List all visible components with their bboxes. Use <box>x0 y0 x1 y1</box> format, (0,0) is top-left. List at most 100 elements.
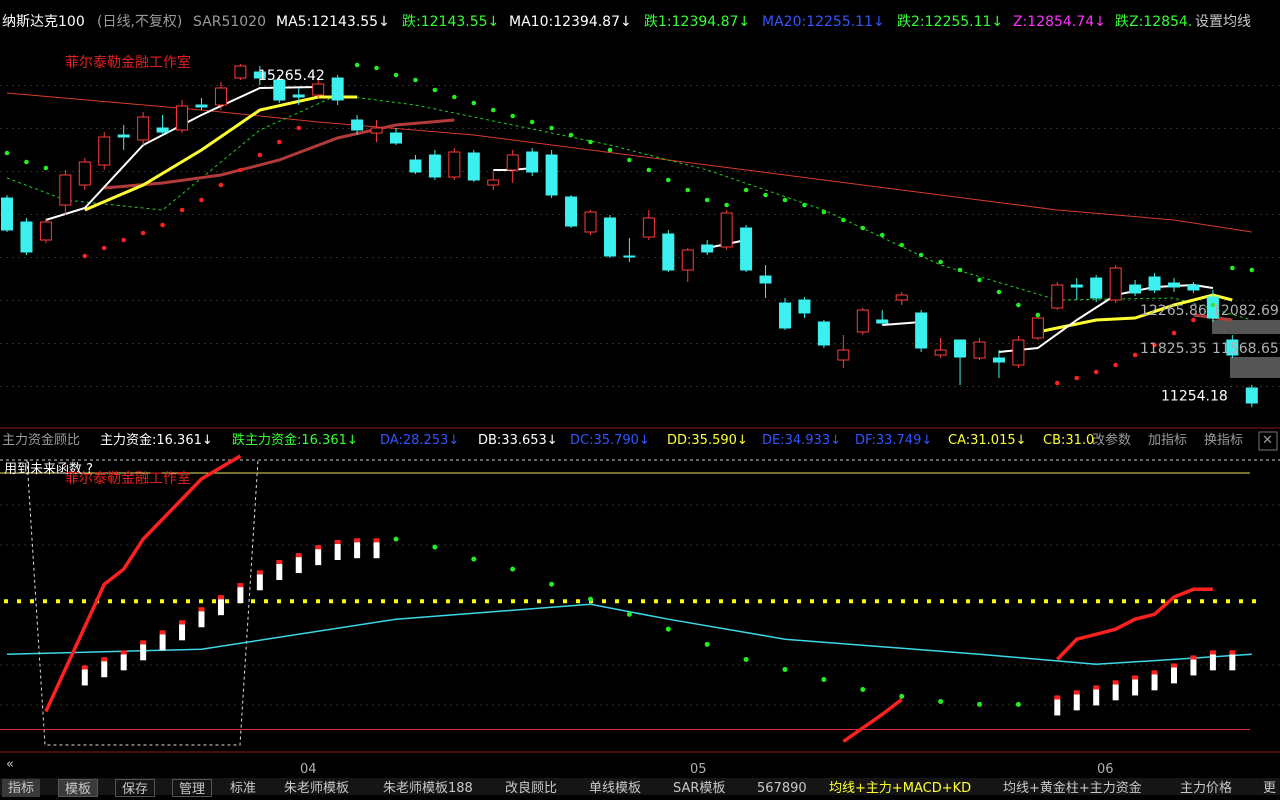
candle-body <box>545 154 558 196</box>
header-item: Z:12854.74↓ <box>1013 14 1106 30</box>
candle-body <box>856 309 869 333</box>
sar-dot <box>218 182 224 188</box>
bar-tip <box>334 540 341 545</box>
indicator-header-item[interactable]: ✕ <box>1262 433 1273 448</box>
bar-tip <box>81 665 88 670</box>
toolbar-tab[interactable]: 朱老师模板188 <box>383 781 473 796</box>
x-tick-label: 06 <box>1097 762 1114 777</box>
candle-body <box>390 132 402 144</box>
candle-body <box>759 275 772 284</box>
bar-tip <box>1054 695 1061 700</box>
bar <box>140 644 147 661</box>
dot <box>938 699 944 705</box>
indicator-header-item: DF:33.749↓ <box>855 433 933 448</box>
candle-body <box>117 134 130 138</box>
toolbar-tab[interactable]: 模板 <box>58 779 99 797</box>
bar <box>101 661 108 678</box>
price-label: 11568.65 <box>1212 341 1279 357</box>
toolbar-tab[interactable]: 标准 <box>230 781 257 796</box>
sar-dot <box>490 107 496 113</box>
candle-body <box>798 299 811 314</box>
candle-body <box>506 154 519 171</box>
sar-dot <box>704 197 710 203</box>
sar-dot <box>1210 302 1216 308</box>
candle-body <box>1226 339 1239 356</box>
candle-body <box>1012 339 1025 366</box>
sar-dot <box>666 177 671 183</box>
toolbar-tab[interactable]: SAR模板 <box>673 781 726 796</box>
candle-body <box>39 221 52 241</box>
sar-dot <box>413 77 418 83</box>
bar-tip <box>1229 650 1236 655</box>
toolbar-tab[interactable]: 管理 <box>172 779 213 797</box>
indicator-line <box>6 94 1252 321</box>
candle-body <box>195 104 208 108</box>
indicator-header-item[interactable]: 改参数 <box>1092 433 1132 448</box>
candle-body <box>1168 282 1180 288</box>
candle-body <box>467 152 480 181</box>
candle-body <box>701 244 714 253</box>
candle-body <box>1148 276 1161 291</box>
candle-body <box>312 83 325 96</box>
indicator-header-item: DA:28.253↓ <box>380 433 460 448</box>
candle-body <box>895 294 908 301</box>
toolbar-tab[interactable]: 朱老师模板 <box>284 781 350 796</box>
toolbar-tab[interactable]: 单线模板 <box>589 781 642 796</box>
collapse-button[interactable]: « <box>6 757 14 772</box>
bar-tip <box>1209 650 1216 655</box>
sar-dot <box>1113 362 1118 368</box>
toolbar-tab[interactable]: 指标 <box>2 779 41 797</box>
candle-body <box>526 151 539 173</box>
dot <box>899 693 905 699</box>
sar-dot <box>452 94 457 100</box>
bar-tip <box>315 545 322 550</box>
header-item: MA10:12394.87↓ <box>509 14 632 30</box>
toolbar-tab[interactable]: 567890 <box>757 781 807 796</box>
sar-dot <box>277 139 282 145</box>
toolbar-tab[interactable]: 均线+黄金柱+主力资金 <box>1003 781 1142 796</box>
sar-dot <box>257 152 263 158</box>
bar <box>1054 699 1061 716</box>
bar-tip <box>217 595 224 600</box>
note: 用到未来函数 ? <box>4 462 93 477</box>
bar <box>237 587 244 604</box>
header-item: MA5:12143.55↓ <box>276 14 390 30</box>
toolbar-tab[interactable]: 均线+主力+MACD+KD <box>829 781 972 796</box>
bar <box>159 634 166 651</box>
indicator-header-item[interactable]: 换指标 <box>1204 433 1244 448</box>
bar-tip <box>101 657 108 662</box>
sar-dot <box>1132 352 1138 358</box>
bar-tip <box>120 650 127 655</box>
sar-dot <box>1249 267 1255 273</box>
candle-body <box>1090 277 1103 299</box>
header-item: 跌Z:12854. <box>1115 14 1193 30</box>
indicator-line <box>84 95 1233 334</box>
candle-body <box>779 302 791 329</box>
bar-tip <box>373 538 380 543</box>
watermark: 菲尔泰勒金融工作室 <box>65 470 191 487</box>
sar-dot <box>743 187 749 193</box>
bar <box>81 669 88 686</box>
sar-dot <box>588 139 593 145</box>
toolbar-tab[interactable]: 改良顾比 <box>505 781 558 796</box>
sar-dot <box>957 267 963 273</box>
bar <box>1132 679 1139 696</box>
indicator-header-item[interactable]: 加指标 <box>1148 433 1188 448</box>
candle-body <box>428 154 441 178</box>
candle-body <box>642 217 655 238</box>
bar <box>217 599 224 616</box>
sar-dot <box>101 245 107 251</box>
toolbar-tab[interactable]: 主力价格 <box>1180 781 1233 796</box>
dot <box>432 544 438 550</box>
toolbar-tab[interactable]: 更 <box>1263 781 1277 796</box>
sar-dot <box>568 132 574 138</box>
header-item: (日线,不复权) <box>97 14 183 30</box>
candle-body <box>720 212 733 248</box>
sar-dot <box>627 157 632 163</box>
toolbar-tab[interactable]: 保存 <box>115 779 156 797</box>
sar-dot <box>374 65 379 71</box>
sar-dot <box>82 253 88 259</box>
bar <box>1112 684 1119 701</box>
dot <box>782 666 788 672</box>
